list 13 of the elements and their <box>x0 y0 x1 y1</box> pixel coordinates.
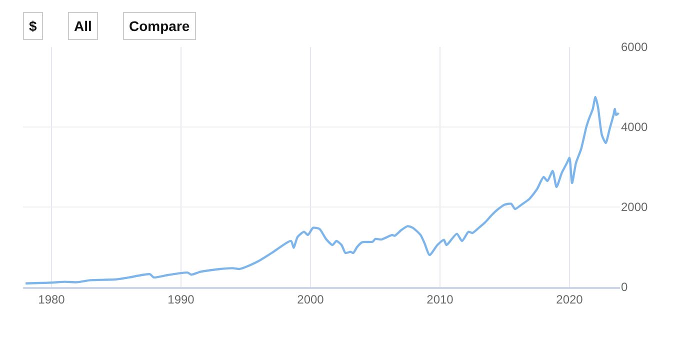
y-tick-label: 0 <box>621 280 628 294</box>
y-tick-label: 2000 <box>621 200 648 214</box>
text: All <box>74 18 92 34</box>
x-tick-label: 1990 <box>168 292 195 306</box>
x-tick-label: 2020 <box>556 292 584 306</box>
text: Compare <box>129 18 190 34</box>
x-tick-label: 1980 <box>38 292 66 306</box>
y-tick-label: 6000 <box>621 40 648 54</box>
x-tick-label: 2010 <box>426 292 454 306</box>
y-tick-label: 4000 <box>621 120 648 134</box>
text: $ <box>29 18 37 34</box>
x-tick-label: 2000 <box>297 292 324 306</box>
line-series <box>24 96 620 284</box>
